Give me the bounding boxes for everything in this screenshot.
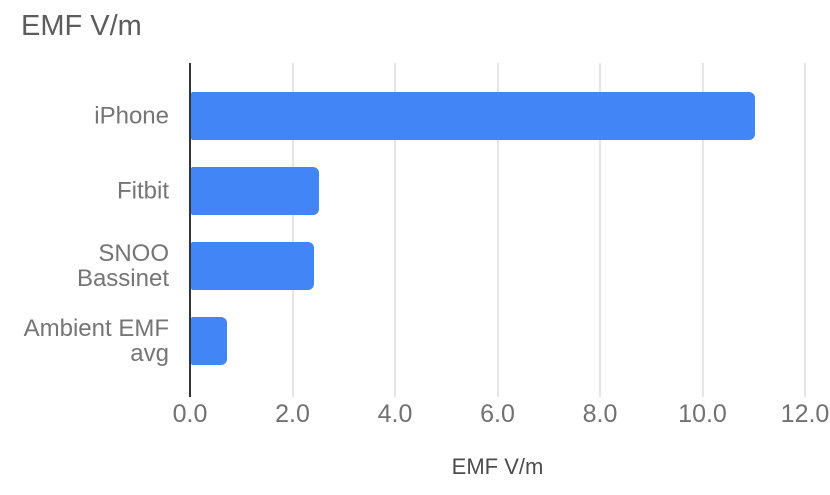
category-label: iPhone <box>94 102 169 130</box>
x-tick-label: 10.0 <box>678 400 727 428</box>
bar-fitbit <box>191 167 320 215</box>
baseline-axis-line <box>189 63 191 397</box>
category-axis-labels: iPhone Fitbit SNOO Bassinet Ambient EMF avg <box>0 63 180 393</box>
chart-title: EMF V/m <box>21 10 142 42</box>
gridline <box>394 63 396 397</box>
x-tick-label: 4.0 <box>377 400 413 428</box>
gridline <box>804 63 806 397</box>
x-tick-label: 12.0 <box>780 400 830 428</box>
bar-snoo-bassinet <box>191 242 314 290</box>
plot-area <box>189 63 806 397</box>
bar-iphone <box>191 92 755 140</box>
x-tick-label: 0.0 <box>172 400 208 428</box>
x-axis-title: EMF V/m <box>451 454 544 479</box>
bar-ambient-emf-avg <box>191 317 227 365</box>
x-tick-label: 6.0 <box>480 400 515 428</box>
gridline <box>599 63 601 397</box>
category-label: SNOO Bassinet <box>76 239 169 292</box>
x-tick-label: 8.0 <box>582 400 618 428</box>
category-label: Ambient EMF avg <box>23 314 169 367</box>
x-axis-tick-labels: 0.0 2.0 4.0 6.0 8.0 10.0 12.0 <box>173 400 830 432</box>
category-label: Fitbit <box>116 177 169 205</box>
gridline <box>292 63 293 397</box>
x-tick-label: 2.0 <box>275 400 310 428</box>
gridline <box>497 63 498 397</box>
gridline <box>702 63 703 397</box>
